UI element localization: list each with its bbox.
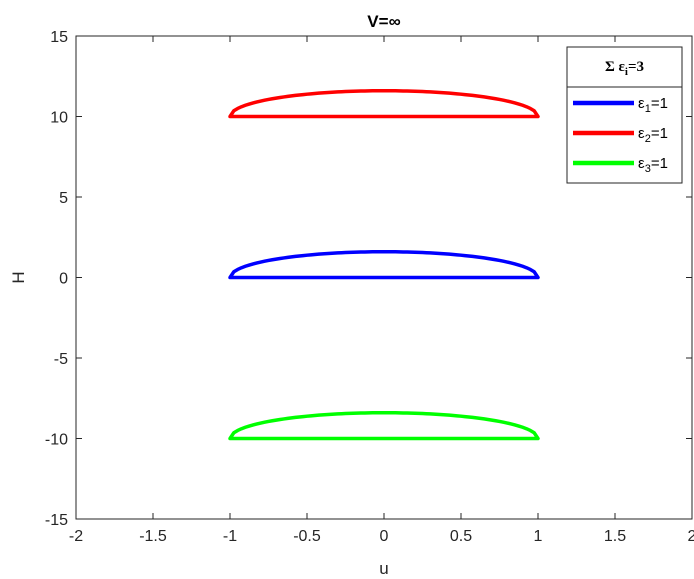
legend-label-3: ε3=1 xyxy=(638,155,668,175)
series-layer xyxy=(228,88,540,441)
series-curve-3 xyxy=(228,410,540,441)
x-tick-label: -1.5 xyxy=(139,528,167,545)
x-axis-label: u xyxy=(379,559,388,578)
tick-labels: -2 -1.5 -1 -0.5 0 0.5 1 1.5 2 -15 -10 -5 0 5 10 15 xyxy=(45,29,694,545)
x-tick-label: -0.5 xyxy=(293,528,321,545)
series-curve-2 xyxy=(228,88,540,119)
x-tick-label: 1 xyxy=(534,528,543,545)
x-tick-label: 0.5 xyxy=(450,528,472,545)
y-tick-label: 15 xyxy=(50,29,68,46)
y-tick-label: -15 xyxy=(45,512,68,529)
y-tick-label: 10 xyxy=(50,110,68,127)
y-tick-label: 5 xyxy=(59,190,68,207)
y-tick-label: 0 xyxy=(59,271,68,288)
x-tick-label: -1 xyxy=(223,528,237,545)
legend: Σ εi=3 ε1=1 ε2=1 ε3=1 xyxy=(566,46,683,184)
legend-title: Σ εi=3 xyxy=(605,59,644,78)
y-tick-label: -5 xyxy=(54,351,68,368)
series-curve-1 xyxy=(228,249,540,280)
x-tick-label: 1.5 xyxy=(604,528,626,545)
x-tick-label: 0 xyxy=(380,528,389,545)
legend-label-1: ε1=1 xyxy=(638,95,668,115)
y-tick-label: -10 xyxy=(45,432,68,449)
y-axis-label: H xyxy=(9,271,28,283)
legend-box xyxy=(566,46,683,184)
legend-label-2: ε2=1 xyxy=(638,125,668,145)
chart-title: V=∞ xyxy=(367,12,400,31)
x-tick-label: 2 xyxy=(688,528,694,545)
x-tick-label: -2 xyxy=(69,528,83,545)
